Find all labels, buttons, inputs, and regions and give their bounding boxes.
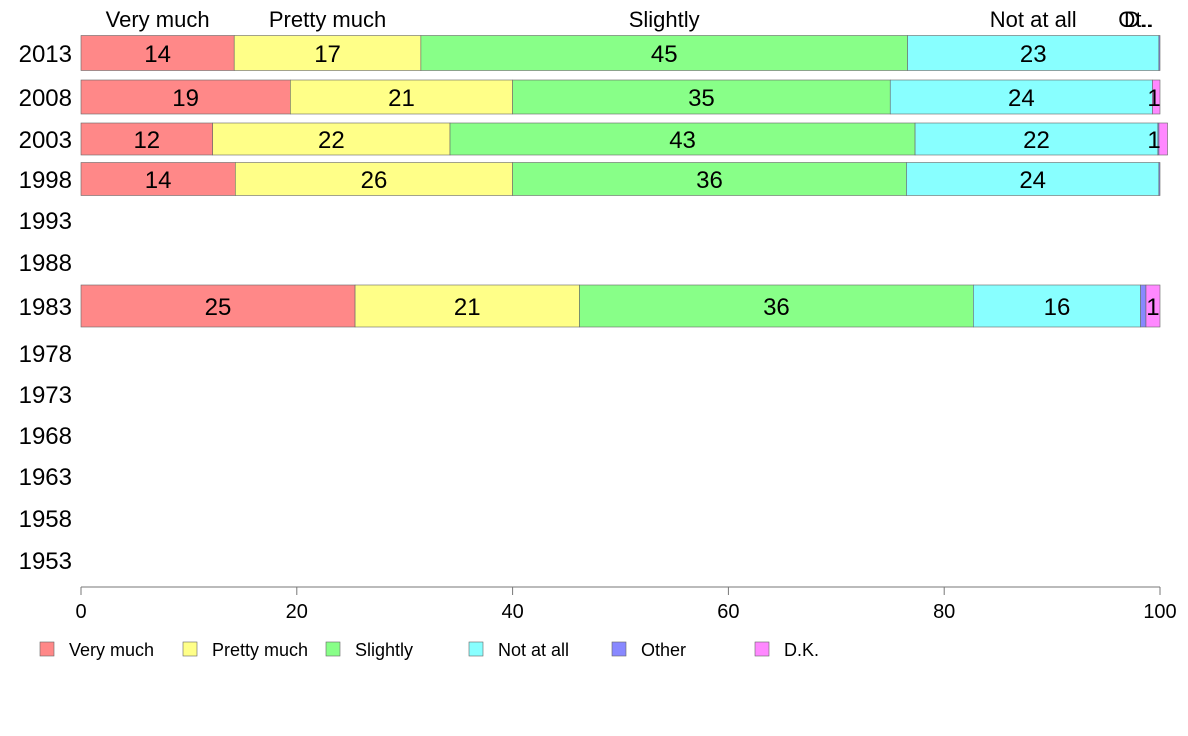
year-label: 1973 [19,382,72,409]
bar-segment [420,35,908,71]
bar-segment [1158,162,1161,196]
bar-segment [1152,79,1161,115]
year-label: 2008 [19,85,72,112]
bar-value-label: 26 [361,167,388,194]
bar-value-label: 1 [1147,85,1160,112]
bar-value-label: 22 [318,127,345,154]
bar-segment [579,284,974,328]
bar-segment [512,162,907,196]
bar-value-label: 12 [133,127,160,154]
bar-segment [80,284,356,328]
legend-label: Other [641,640,686,660]
bar-segment [234,162,513,196]
legend-swatch [39,641,55,657]
bar-value-label: 14 [145,167,172,194]
legend-swatch [325,641,341,657]
bar-segment [80,122,213,156]
bar-value-label: 19 [172,85,199,112]
bar-value-label: 21 [388,85,415,112]
bar-segment [80,162,236,196]
bar-segment [1158,122,1168,156]
bar-value-label: 1 [1147,127,1160,154]
year-label: 1953 [19,548,72,575]
legend-swatch [468,641,484,657]
column-label: Pretty much [269,7,386,32]
bar-segment [354,284,580,328]
legend-label: D.K. [784,640,819,660]
legend-swatch [611,641,627,657]
legend-label: Pretty much [212,640,308,660]
legend-label: Slightly [355,640,413,660]
x-tick-label: 0 [75,601,86,623]
x-tick-label: 80 [933,601,955,623]
bar-segment [1158,35,1161,71]
bar-segment [80,79,291,115]
bar-segment [449,122,916,156]
column-label: Slightly [629,7,700,32]
bar-segment [80,35,235,71]
bar-value-label: 24 [1019,167,1046,194]
bar-segment [889,79,1153,115]
year-label: 2013 [19,41,72,68]
x-tick-label: 100 [1143,601,1176,623]
bar-segment [973,284,1141,328]
legend-label: Very much [69,640,154,660]
bar-value-label: 22 [1023,127,1050,154]
bar-value-label: 43 [669,127,696,154]
bar-value-label: 23 [1020,41,1047,68]
year-label: 1958 [19,506,72,533]
bar-value-label: 1 [1146,294,1159,321]
column-label: Very much [106,7,210,32]
column-label: Not at all [990,7,1077,32]
bar-segment [290,79,513,115]
bar-value-label: 16 [1044,294,1071,321]
x-tick-label: 40 [501,601,523,623]
year-label: 2003 [19,127,72,154]
bar-value-label: 36 [763,294,790,321]
bar-segment [906,162,1160,196]
bar-segment [1145,284,1161,328]
column-label: D.. [1124,7,1152,32]
bar-segment [233,35,422,71]
bar-value-label: 17 [314,41,341,68]
bar-value-label: 21 [454,294,481,321]
bar-segment [512,79,891,115]
x-tick-label: 20 [286,601,308,623]
year-label: 1968 [19,423,72,450]
year-label: 1963 [19,464,72,491]
x-tick-label: 60 [717,601,739,623]
year-label: 1978 [19,341,72,368]
legend-swatch [754,641,770,657]
bar-value-label: 36 [696,167,723,194]
column-label: Ot.. [1118,7,1153,32]
year-label: 1983 [19,294,72,321]
bar-value-label: 25 [205,294,232,321]
bar-segment [907,35,1160,71]
legend-label: Not at all [498,640,569,660]
year-label: 1998 [19,167,72,194]
year-label: 1993 [19,208,72,235]
bar-value-label: 24 [1008,85,1035,112]
bar-value-label: 35 [688,85,715,112]
bar-value-label: 45 [651,41,678,68]
bar-value-label: 14 [144,41,171,68]
bar-segment [212,122,451,156]
bar-segment [914,122,1159,156]
legend-swatch [182,641,198,657]
bar-segment [1140,284,1147,328]
year-label: 1988 [19,250,72,277]
